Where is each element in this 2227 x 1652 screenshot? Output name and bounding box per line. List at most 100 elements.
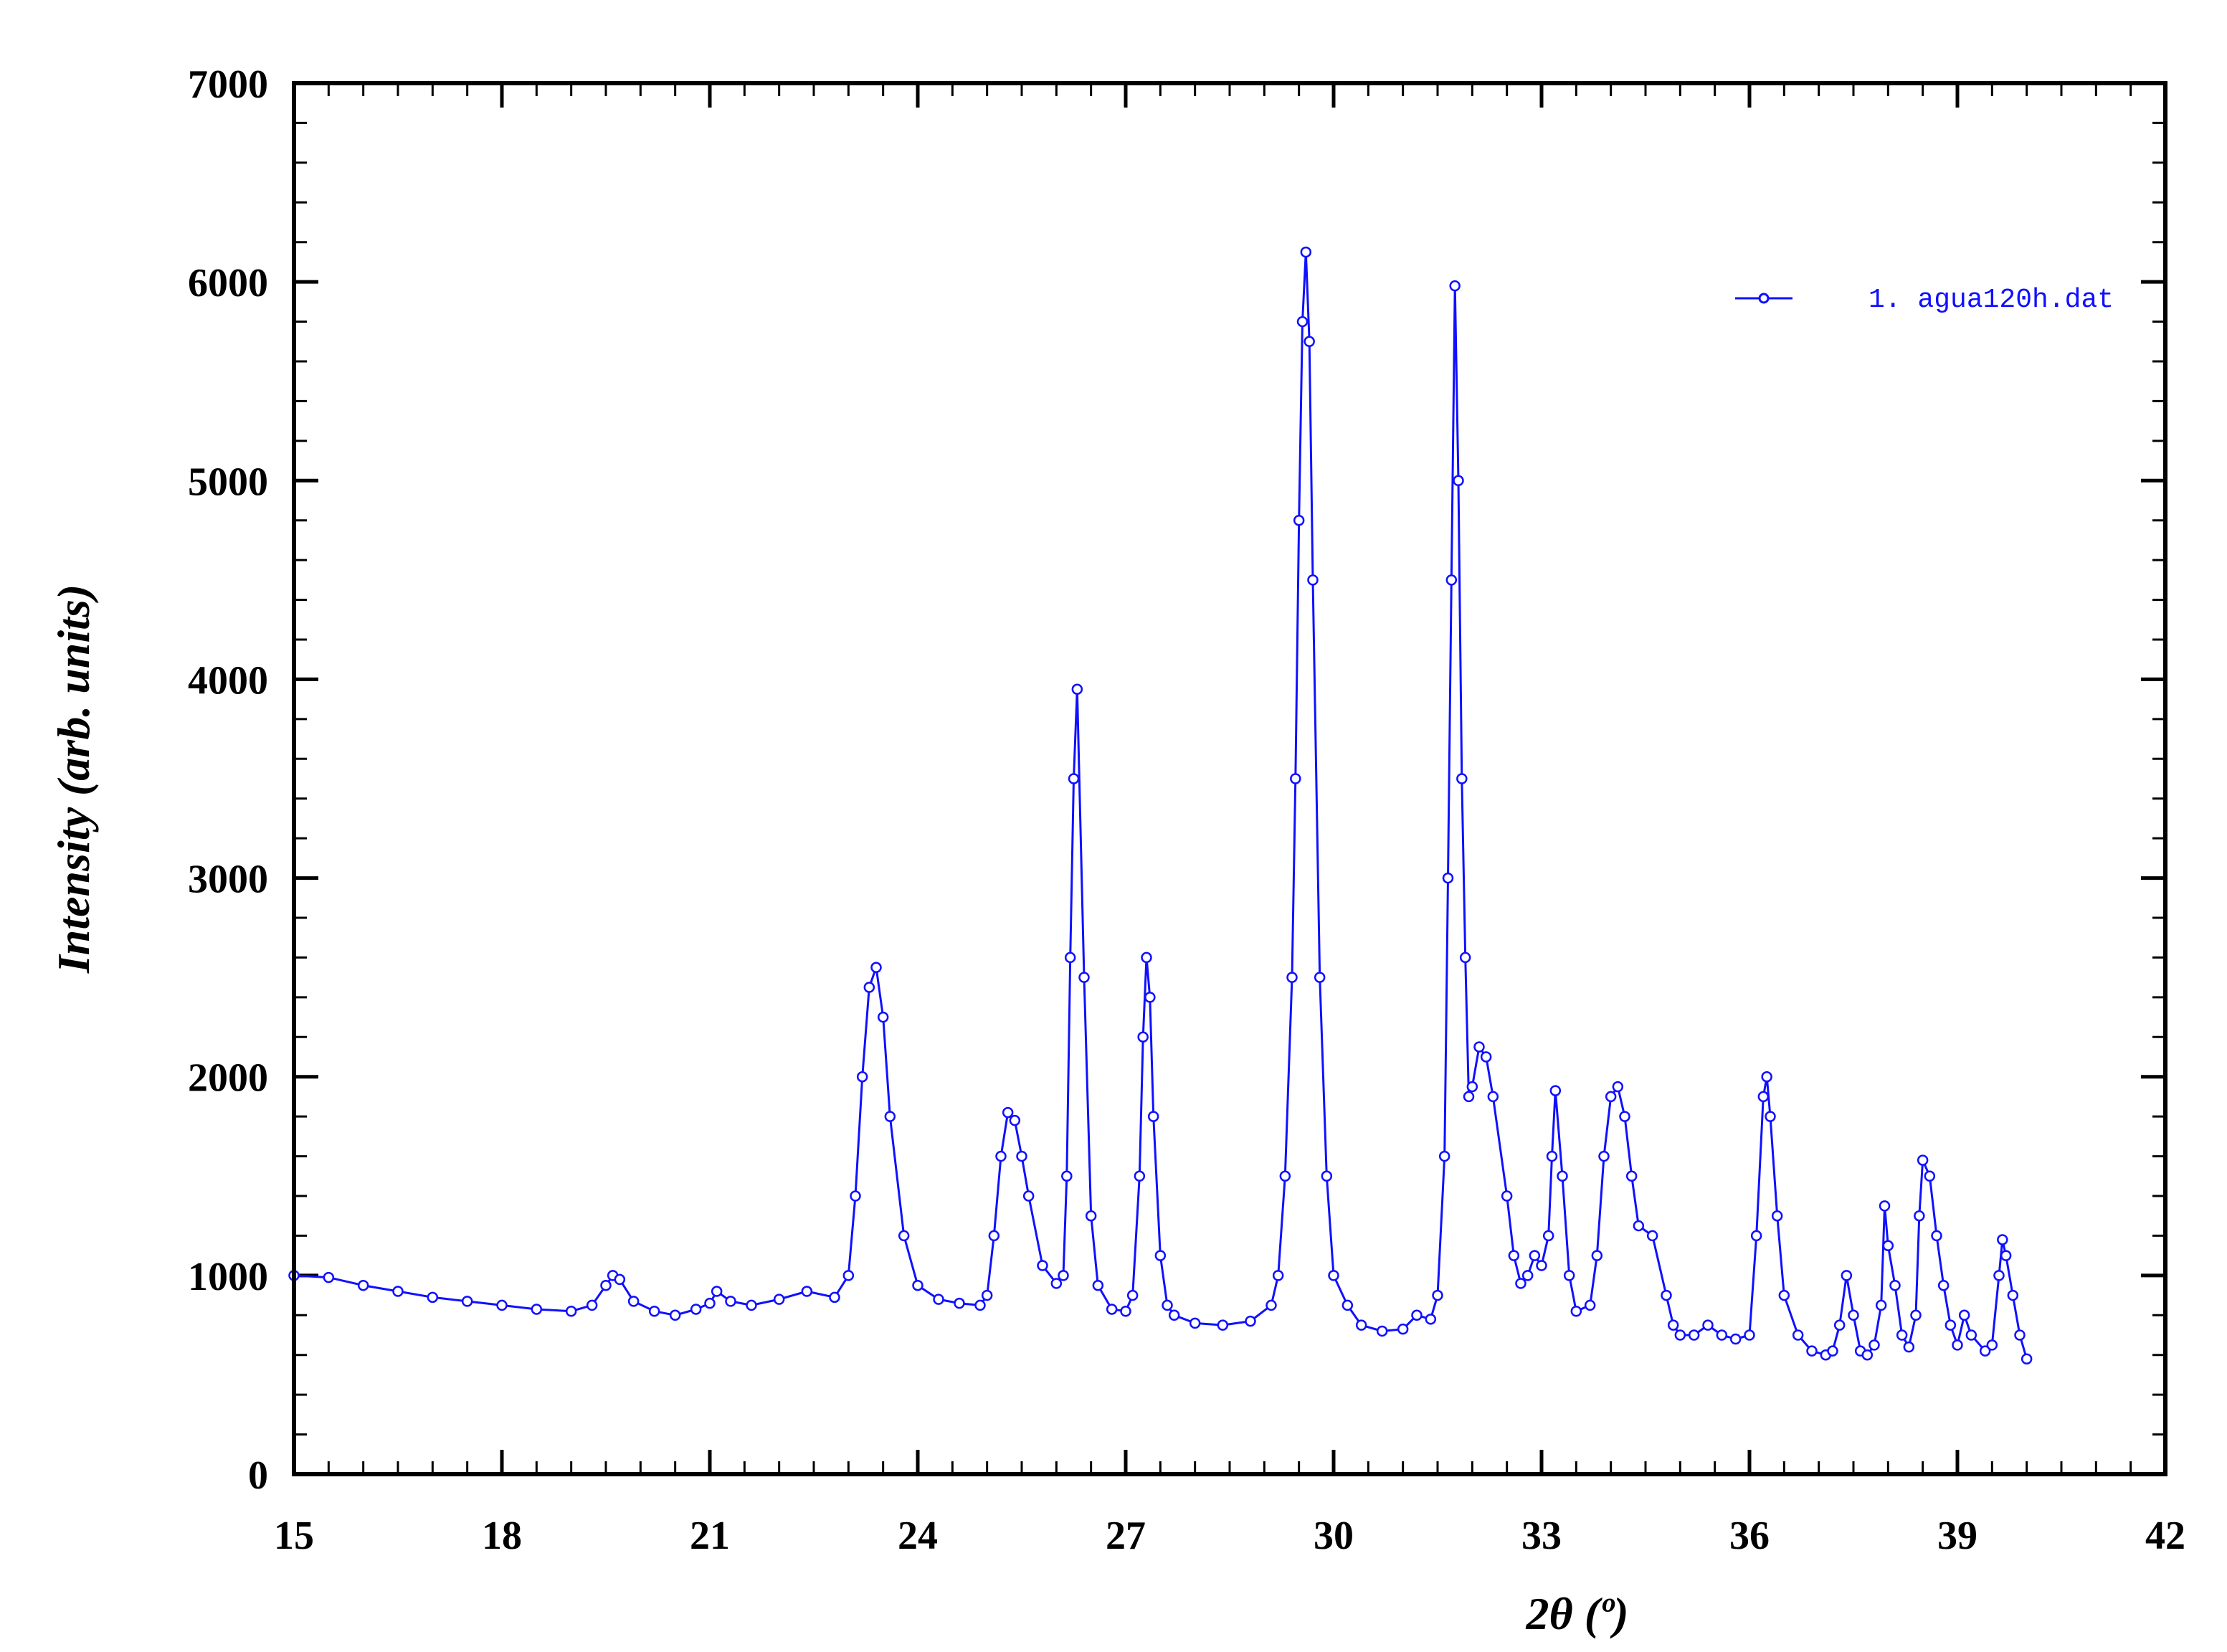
data-point (1459, 951, 1471, 964)
data-point (1848, 1309, 1859, 1321)
data-point (1757, 1091, 1770, 1103)
data-point (1126, 1289, 1139, 1301)
x-tick-label: 33 (1521, 1514, 1562, 1558)
data-point (1189, 1317, 1201, 1329)
data-point (1771, 1210, 1783, 1222)
data-point (1002, 1106, 1014, 1119)
y-tick-label: 7000 (188, 62, 268, 107)
data-point (1945, 1319, 1957, 1331)
data-point (1761, 1071, 1772, 1083)
data-point (981, 1289, 993, 1301)
data-point (1279, 1170, 1291, 1182)
data-point (1917, 1154, 1929, 1166)
data-point (1833, 1319, 1846, 1331)
legend-marker (1758, 293, 1770, 304)
y-tick-label: 6000 (188, 261, 268, 305)
data-point (1598, 1150, 1610, 1162)
data-point (586, 1299, 598, 1311)
data-point (704, 1297, 716, 1309)
x-tick-label: 36 (1729, 1514, 1770, 1558)
data-point (1521, 1270, 1534, 1281)
data-point (1037, 1260, 1048, 1271)
data-point (1508, 1250, 1520, 1261)
data-point (1144, 992, 1156, 1003)
data-point (531, 1304, 543, 1315)
y-axis-label: Intensity (arb. units) (48, 584, 99, 974)
data-point (1778, 1289, 1790, 1301)
data-point (1997, 1234, 2008, 1245)
data-point (1456, 773, 1468, 784)
data-point (1879, 1200, 1891, 1212)
data-point (1266, 1299, 1277, 1311)
data-point (801, 1286, 813, 1297)
data-point (1914, 1210, 1925, 1222)
data-point (1141, 951, 1152, 964)
data-point (2021, 1353, 2033, 1365)
data-point (1272, 1270, 1284, 1281)
data-point (1217, 1319, 1229, 1331)
data-point (1546, 1150, 1558, 1162)
data-point (1688, 1329, 1700, 1341)
series-line (293, 251, 2028, 1359)
data-point (1009, 1114, 1021, 1126)
x-tick-label: 21 (690, 1514, 730, 1558)
data-point (392, 1286, 404, 1297)
data-point (1304, 336, 1315, 348)
x-axis-label: 2θ (º) (1525, 1588, 1628, 1639)
data-point (1154, 1250, 1167, 1261)
data-point (829, 1291, 840, 1304)
data-point (357, 1279, 369, 1291)
data-point (1071, 683, 1083, 696)
data-point (1022, 1190, 1035, 1202)
data-point (1453, 475, 1464, 487)
data-point (773, 1293, 785, 1305)
data-point (1168, 1309, 1180, 1321)
x-tick-label: 30 (1314, 1514, 1354, 1558)
y-tick-label: 2000 (188, 1056, 268, 1101)
y-tick-label: 3000 (188, 858, 268, 902)
data-point (669, 1309, 681, 1321)
data-point (1952, 1339, 1963, 1351)
data-point (842, 1270, 855, 1281)
data-point (1134, 1170, 1146, 1182)
data-point (1563, 1270, 1575, 1281)
data-point (1137, 1031, 1149, 1043)
legend: 1. agua120h.dat (1735, 285, 2114, 315)
data-point (1120, 1305, 1131, 1317)
data-point (1625, 1170, 1638, 1182)
data-point (1605, 1091, 1617, 1103)
data-point (1432, 1289, 1443, 1301)
data-point (1612, 1081, 1624, 1093)
data-point (1501, 1190, 1513, 1202)
x-tick-labels: 15 18 21 24 27 30 33 36 39 42 (274, 1514, 2185, 1558)
data-point (323, 1271, 335, 1283)
data-point (1827, 1345, 1838, 1357)
data-point (1869, 1339, 1880, 1351)
data-point (850, 1190, 861, 1202)
data-point (1321, 1170, 1333, 1182)
data-point (1085, 1210, 1097, 1222)
data-point (1245, 1315, 1256, 1327)
data-point (1487, 1091, 1499, 1103)
data-point (1411, 1309, 1423, 1321)
data-point (1058, 1270, 1069, 1281)
data-point (1296, 315, 1309, 328)
data-point (1882, 1240, 1894, 1252)
data-point (1993, 1270, 2005, 1281)
data-point (600, 1279, 612, 1291)
data-point (884, 1111, 896, 1122)
y-tick-labels: 0 1000 2000 3000 4000 5000 6000 7000 (188, 62, 268, 1498)
data-point (496, 1299, 508, 1311)
x-tick-label: 27 (1106, 1514, 1146, 1558)
data-point (1958, 1309, 1970, 1321)
data-point (863, 982, 875, 993)
data-point (1449, 280, 1461, 292)
data-point (1750, 1230, 1762, 1242)
data-point (1986, 1339, 1998, 1351)
data-point (1861, 1349, 1874, 1361)
data-point (1293, 514, 1305, 526)
data-point (1979, 1345, 1991, 1357)
data-point (1376, 1325, 1388, 1337)
x-tick-label: 18 (482, 1514, 522, 1558)
data-point (1591, 1250, 1603, 1261)
